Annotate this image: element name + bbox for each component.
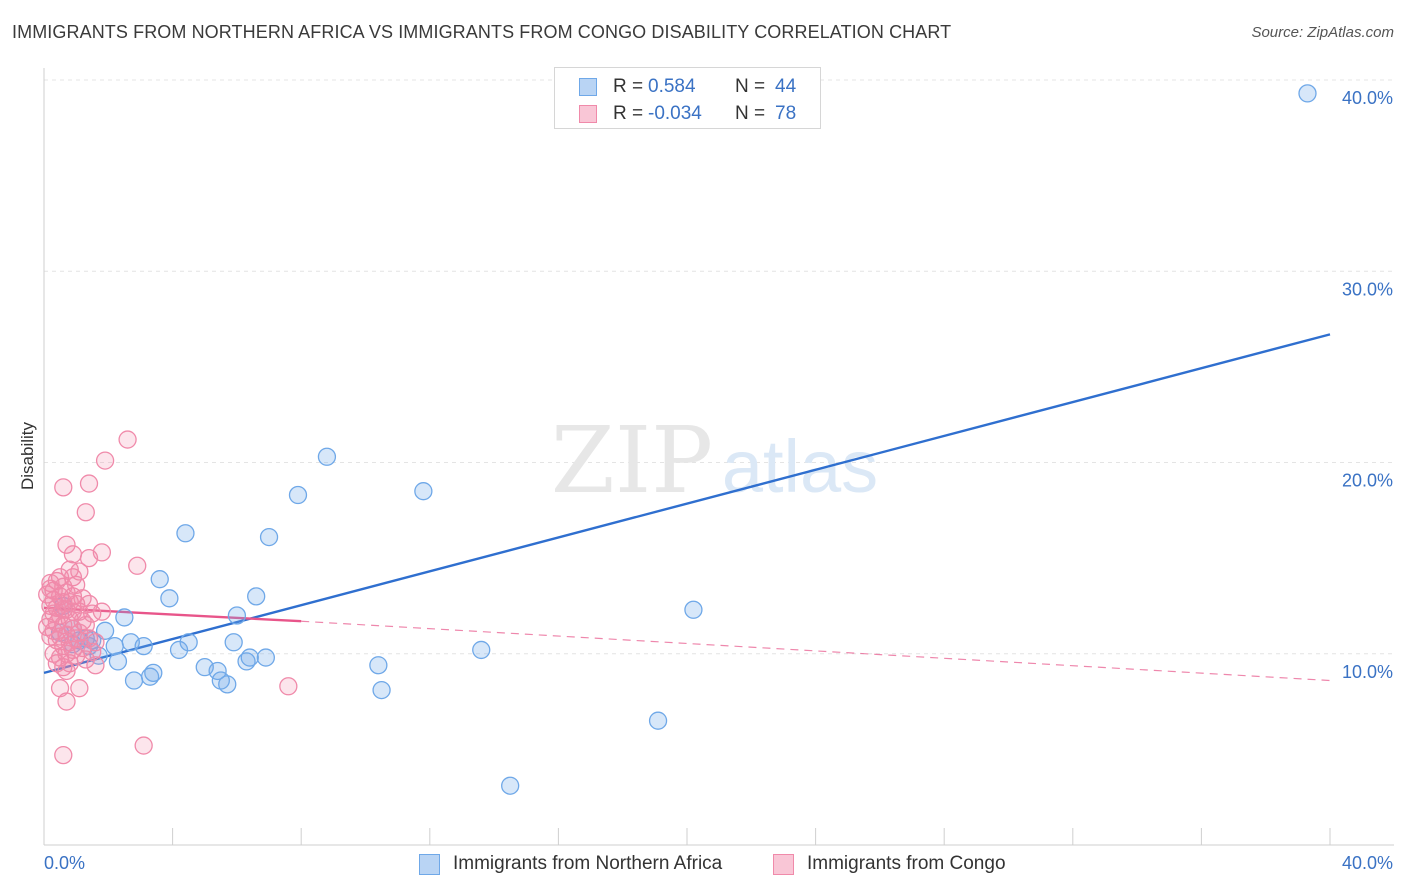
point-congo <box>79 548 99 568</box>
point-northern-africa <box>150 570 169 589</box>
correlation-legend: R = 0.584 N = 44 R = -0.034 N = 78 <box>554 67 821 129</box>
y-axis-label: Disability <box>18 421 37 490</box>
source-label: Source: ZipAtlas.com <box>1251 24 1394 41</box>
point-congo <box>57 661 76 681</box>
point-northern-africa <box>227 606 247 625</box>
r-label: R = <box>613 76 644 97</box>
point-northern-africa <box>247 587 266 606</box>
point-congo <box>92 602 112 621</box>
point-congo <box>57 535 76 554</box>
point-northern-africa <box>208 661 227 681</box>
trend-line-northern-africa <box>43 333 1331 675</box>
n-value: 78 <box>775 103 797 124</box>
swatch-northern-africa <box>579 78 597 96</box>
point-northern-africa <box>648 711 668 730</box>
point-congo <box>41 579 60 598</box>
y-tick-label: 40.0% <box>1342 88 1393 108</box>
point-congo <box>54 478 73 497</box>
trend-lines <box>43 333 1331 682</box>
point-congo <box>134 736 153 755</box>
point-congo <box>57 692 76 711</box>
point-congo <box>86 656 105 675</box>
point-northern-africa <box>176 524 195 543</box>
data-points <box>38 84 1317 795</box>
point-congo <box>279 677 298 696</box>
point-congo <box>76 503 95 522</box>
point-northern-africa <box>179 633 198 652</box>
trend-line-dashed-congo <box>301 620 1331 682</box>
point-congo <box>118 430 137 449</box>
point-congo <box>79 474 99 493</box>
point-northern-africa <box>472 640 491 660</box>
n-label: N = <box>735 103 766 124</box>
r-value: 0.584 <box>648 76 696 97</box>
point-northern-africa <box>108 652 128 671</box>
chart-title: IMMIGRANTS FROM NORTHERN AFRICA VS IMMIG… <box>12 22 952 42</box>
n-label: N = <box>735 76 766 97</box>
swatch-northern-africa <box>419 854 440 875</box>
watermark-zip: ZIP <box>551 407 713 514</box>
y-tick-label: 30.0% <box>1342 279 1393 299</box>
swatch-congo <box>773 854 794 875</box>
swatch-congo <box>579 105 597 123</box>
point-northern-africa <box>1298 84 1317 103</box>
r-value: -0.034 <box>648 103 702 124</box>
point-northern-africa <box>288 485 308 505</box>
point-northern-africa <box>237 652 256 671</box>
point-northern-africa <box>115 608 134 627</box>
legend-row-congo: R = -0.034 N = 78 <box>555 100 820 128</box>
grid <box>44 79 1394 655</box>
point-northern-africa <box>169 640 189 660</box>
series-legend: Immigrants from Northern Africa Immigran… <box>0 852 1406 878</box>
point-northern-africa <box>218 675 237 694</box>
point-northern-africa <box>256 648 275 667</box>
point-northern-africa <box>134 636 153 656</box>
x-tick-label: 40.0% <box>1342 853 1393 873</box>
r-label: R = <box>613 103 644 124</box>
point-congo <box>95 451 115 470</box>
point-congo <box>54 745 73 765</box>
point-northern-africa <box>140 667 160 686</box>
n-value: 44 <box>775 76 797 97</box>
trend-line-congo <box>43 606 302 623</box>
point-northern-africa <box>105 636 124 656</box>
point-northern-africa <box>684 600 703 619</box>
legend-row-northern-africa: R = 0.584 N = 44 <box>555 73 820 101</box>
point-congo <box>54 615 73 635</box>
tick-labels: 10.0% 20.0% 30.0% 40.0% 0.0% 40.0% <box>44 88 1393 873</box>
point-northern-africa <box>372 680 391 700</box>
point-northern-africa <box>369 656 388 675</box>
point-congo <box>63 545 83 564</box>
point-congo <box>128 556 147 575</box>
point-northern-africa <box>259 527 279 547</box>
point-northern-africa <box>501 776 520 795</box>
legend-label: Immigrants from Congo <box>807 853 1006 874</box>
point-northern-africa <box>414 482 433 501</box>
axes <box>43 68 1394 846</box>
y-tick-label: 20.0% <box>1342 471 1393 491</box>
point-northern-africa <box>124 671 144 690</box>
point-congo <box>67 575 86 595</box>
point-congo <box>70 679 89 698</box>
legend-label: Immigrants from Northern Africa <box>453 853 723 874</box>
point-northern-africa <box>160 589 179 608</box>
point-northern-africa <box>317 447 337 466</box>
x-tick-label: 0.0% <box>44 853 85 873</box>
watermark-atlas: atlas <box>722 425 878 508</box>
y-tick-label: 10.0% <box>1342 662 1393 682</box>
point-northern-africa <box>224 633 243 652</box>
